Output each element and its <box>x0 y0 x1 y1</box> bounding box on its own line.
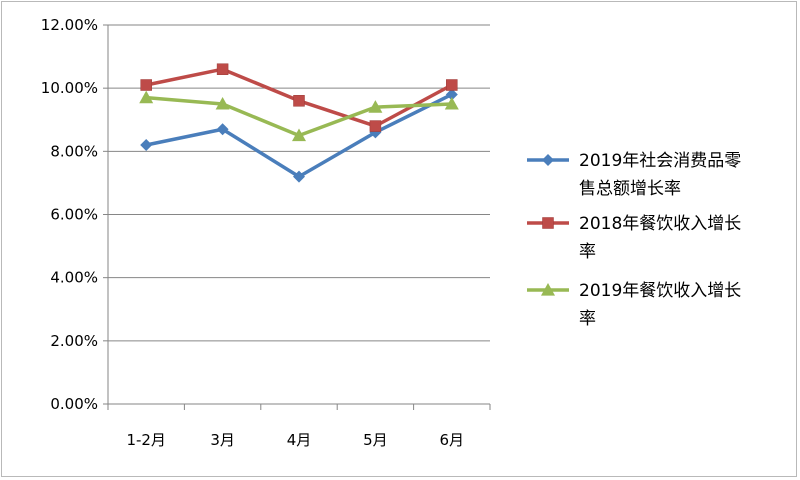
legend-swatch-marker <box>542 217 554 229</box>
y-tick-label: 8.00% <box>50 142 98 160</box>
data-point <box>215 96 230 110</box>
legend-label: 售总额增长率 <box>579 179 681 199</box>
y-tick-label: 2.00% <box>50 332 98 350</box>
x-tick-label: 6月 <box>440 431 465 449</box>
data-point <box>216 63 229 75</box>
data-point <box>446 79 458 91</box>
data-point <box>445 88 458 101</box>
legend-label: 2018年餐饮收入增长 <box>579 214 741 234</box>
data-point <box>216 123 229 136</box>
legend-label: 率 <box>579 309 596 329</box>
data-point <box>139 90 154 104</box>
legend-swatch-marker <box>541 283 555 296</box>
data-point <box>293 170 305 183</box>
data-point <box>368 100 383 113</box>
y-tick-label: 6.00% <box>50 206 98 224</box>
y-tick-label: 10.00% <box>41 79 98 97</box>
data-point <box>293 95 305 107</box>
legend-swatch-marker <box>542 154 554 166</box>
x-tick-label: 3月 <box>210 431 235 449</box>
data-point <box>369 120 382 132</box>
data-point <box>140 79 152 91</box>
data-point <box>140 139 153 152</box>
legend-label: 率 <box>579 242 596 262</box>
y-tick-label: 0.00% <box>50 395 98 413</box>
y-tick-label: 4.00% <box>50 269 98 287</box>
series-2 <box>140 63 458 132</box>
y-tick-label: 12.00% <box>41 16 98 34</box>
series-3 <box>139 90 459 142</box>
x-tick-label: 4月 <box>287 431 312 449</box>
legend-label: 2019年餐饮收入增长 <box>579 281 741 301</box>
x-tick-label: 5月 <box>363 431 388 449</box>
data-point <box>292 128 306 142</box>
data-point <box>444 96 459 110</box>
x-tick-label: 1-2月 <box>126 431 166 449</box>
legend-label: 2019年社会消费品零 <box>579 151 741 171</box>
